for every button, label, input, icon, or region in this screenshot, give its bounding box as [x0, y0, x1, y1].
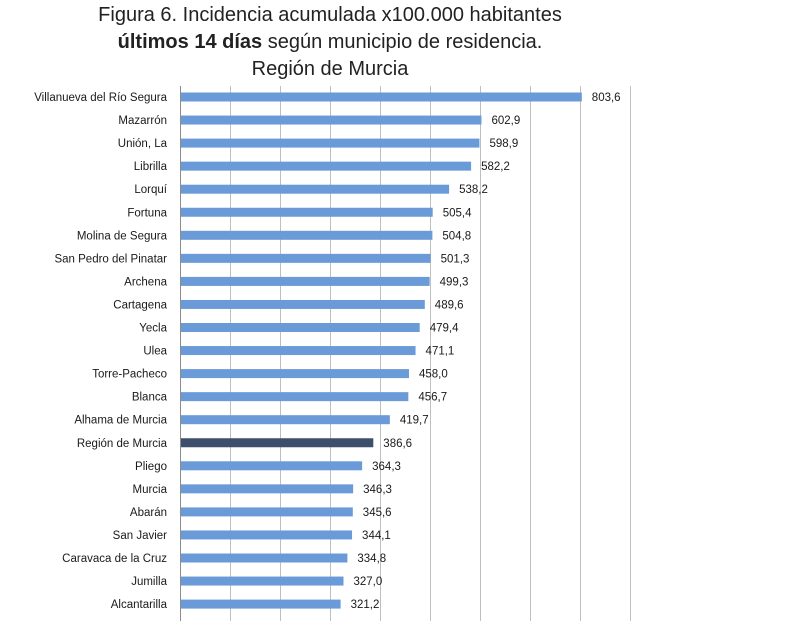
bar-12	[181, 369, 409, 379]
value-label-7: 501,3	[441, 253, 470, 265]
value-label-13: 456,7	[418, 392, 447, 404]
bar-6	[181, 230, 433, 240]
category-label-14: Alhama de Murcia	[74, 415, 167, 427]
value-label-8: 499,3	[440, 276, 469, 288]
bar-1	[181, 115, 482, 125]
bar-8	[181, 276, 430, 286]
value-label-9: 489,6	[435, 299, 464, 311]
value-label-17: 346,3	[363, 484, 392, 496]
category-label-9: Cartagena	[113, 299, 167, 311]
bar-15	[181, 438, 374, 448]
bar-16	[181, 461, 363, 471]
category-label-20: Caravaca de la Cruz	[62, 553, 167, 565]
category-label-16: Pliego	[135, 461, 167, 473]
value-label-12: 458,0	[419, 369, 448, 381]
title-line-1: Figura 6. Incidencia acumulada x100.000 …	[98, 4, 562, 26]
category-label-18: Abarán	[130, 507, 167, 519]
value-label-11: 471,1	[426, 346, 455, 358]
value-label-10: 479,4	[430, 323, 459, 335]
category-label-12: Torre-Pacheco	[92, 369, 167, 381]
value-label-15: 386,6	[383, 438, 412, 450]
bar-layer	[181, 92, 582, 609]
category-label-15: Región de Murcia	[77, 438, 168, 450]
bar-3	[181, 161, 472, 171]
category-label-19: San Javier	[113, 530, 168, 542]
chart-title: Figura 6. Incidencia acumulada x100.000 …	[0, 2, 660, 83]
bar-10	[181, 323, 420, 332]
bar-14	[181, 415, 390, 425]
value-label-19: 344,1	[362, 530, 391, 542]
value-label-2: 598,9	[489, 138, 518, 150]
value-label-16: 364,3	[372, 461, 401, 473]
value-label-4: 538,2	[459, 184, 488, 196]
value-label-6: 504,8	[442, 230, 471, 242]
value-label-0: 803,6	[592, 92, 621, 104]
category-label-11: Ulea	[143, 346, 167, 358]
value-label-14: 419,7	[400, 415, 429, 427]
category-label-1: Mazarrón	[118, 115, 167, 127]
category-label-13: Blanca	[132, 392, 168, 404]
category-label-6: Molina de Segura	[77, 230, 168, 242]
bar-20	[181, 553, 348, 563]
value-label-3: 582,2	[481, 161, 510, 173]
category-label-22: Alcantarilla	[111, 599, 168, 611]
category-label-2: Unión, La	[118, 138, 168, 150]
category-label-7: San Pedro del Pinatar	[54, 253, 167, 265]
bar-0	[181, 92, 582, 102]
bar-17	[181, 484, 354, 494]
title-line-3: Región de Murcia	[251, 58, 409, 80]
label-layer: Villanueva del Río Segura 803,6 Mazarrón 60…	[34, 92, 620, 611]
bar-13	[181, 392, 409, 402]
category-label-10: Yecla	[139, 323, 167, 335]
value-label-20: 334,8	[357, 553, 386, 565]
category-label-8: Archena	[124, 276, 167, 288]
title-line-2-bold: últimos 14 días	[117, 31, 263, 53]
bar-5	[181, 207, 433, 217]
value-label-18: 345,6	[363, 507, 392, 519]
bar-7	[181, 253, 431, 263]
category-label-3: Librilla	[134, 161, 168, 173]
bar-4	[181, 184, 450, 194]
category-label-21: Jumilla	[131, 576, 167, 588]
bar-9	[181, 299, 425, 309]
value-label-22: 321,2	[351, 599, 380, 611]
bar-11	[181, 346, 416, 356]
category-label-5: Fortuna	[127, 207, 167, 219]
title-line-2: últimos 14 días según municipio de resid…	[0, 29, 660, 56]
category-label-17: Murcia	[132, 484, 167, 496]
bar-2	[181, 138, 480, 148]
value-label-21: 327,0	[354, 576, 383, 588]
value-label-5: 505,4	[443, 207, 472, 219]
bar-19	[181, 530, 353, 540]
category-label-0: Villanueva del Río Segura	[34, 92, 167, 104]
bar-22	[181, 599, 341, 609]
value-label-1: 602,9	[491, 115, 520, 127]
title-line-2-rest: según municipio de residencia.	[262, 31, 543, 53]
bar-21	[181, 576, 344, 586]
category-label-4: Lorquí	[134, 184, 167, 196]
bar-18	[181, 507, 353, 517]
